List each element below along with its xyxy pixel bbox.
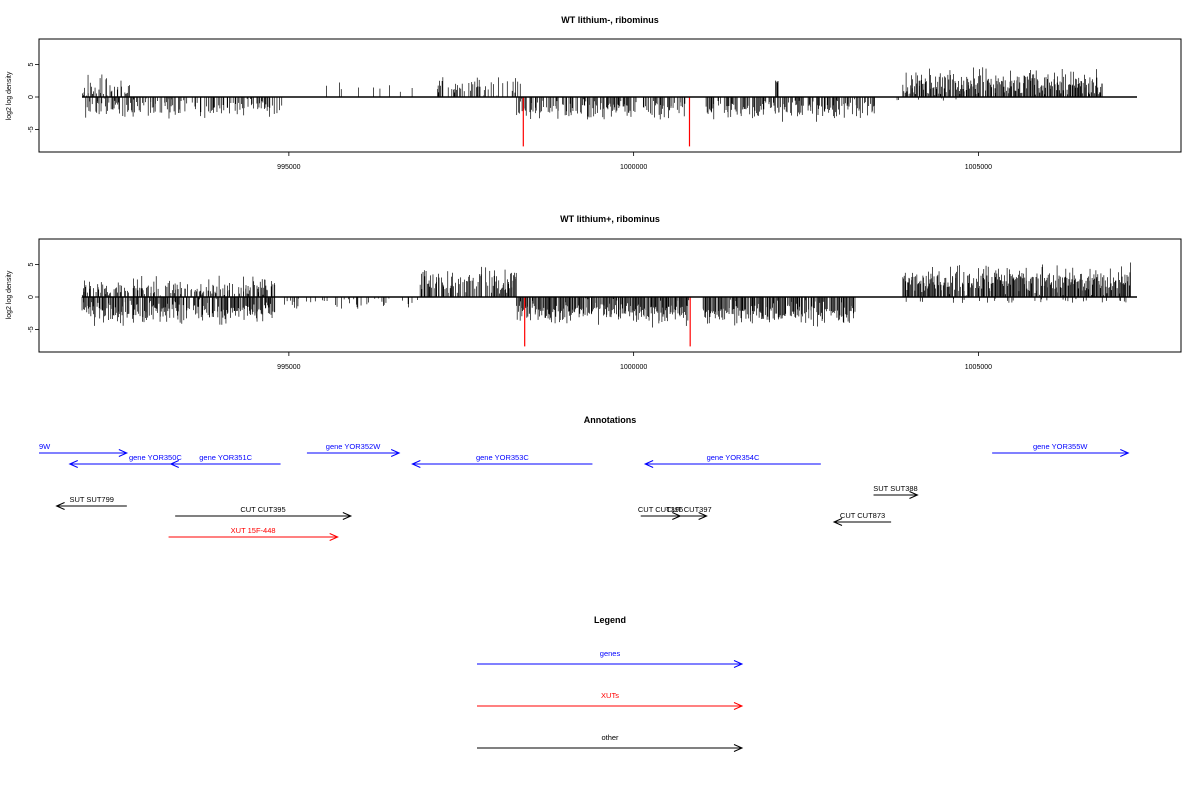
annotation-label: CUT CUT395	[240, 505, 285, 514]
annotations-panel: Annotations 9W gene YOR350C gene YOR351C ge…	[39, 415, 1130, 541]
annotation-label: gene YOR350C	[129, 453, 182, 462]
bars-group	[81, 262, 1137, 347]
annotation-label: CUT CUT396	[638, 505, 683, 514]
annotation-arrow	[643, 460, 821, 468]
x-tick-label: 1005000	[965, 364, 992, 371]
annotation-label: SUT SUT799	[69, 495, 113, 504]
ticks-group: 5 0 -5 995000 1000000 1005000	[28, 262, 992, 371]
annotation-label: CUT CUT397	[666, 505, 711, 514]
y-tick-label: -5	[28, 326, 35, 332]
plot-frame	[38, 38, 1182, 153]
plot-frame	[38, 238, 1182, 353]
annotation-label: SUT SUT388	[873, 484, 917, 493]
annotation-label: gene YOR353C	[476, 453, 529, 462]
annotation-label: gene YOR351C	[199, 453, 252, 462]
annotations-title: Annotations	[584, 415, 637, 425]
annotation-label: CUT CUT873	[840, 511, 885, 520]
y-axis-label: log2 log density	[6, 270, 13, 319]
y-tick-label: 5	[28, 262, 35, 266]
y-tick-label: -5	[28, 126, 35, 132]
annotation-arrow	[671, 512, 708, 520]
y-axis-label: log2 log density	[6, 71, 13, 120]
legend-title: Legend	[594, 615, 626, 625]
annotation-items: 9W gene YOR350C gene YOR351C gene YOR352W ge…	[39, 442, 1130, 541]
annotation-label: gene YOR352W	[326, 442, 381, 451]
annotation-label: gene YOR354C	[707, 453, 760, 462]
annotation-arrow	[55, 502, 127, 510]
legend-arrow	[477, 744, 744, 752]
annotation-arrow	[169, 460, 281, 468]
x-tick-label: 1000000	[620, 364, 647, 371]
legend-arrow	[477, 702, 744, 710]
annotation-arrow	[306, 449, 401, 457]
annotation-label: XUT 15F-448	[231, 526, 276, 535]
legend-label: other	[601, 733, 619, 742]
x-tick-label: 995000	[277, 364, 300, 371]
track-panel-lithium-minus: WT lithium-, ribominus log2 log density …	[6, 15, 1182, 171]
legend-label: genes	[600, 649, 621, 658]
annotation-label: gene YOR355W	[1033, 442, 1088, 451]
panel-title: WT lithium+, ribominus	[560, 214, 660, 224]
bars-group	[82, 67, 1137, 147]
annotation-arrow	[39, 449, 129, 457]
x-tick-label: 995000	[277, 164, 300, 171]
annotation-arrow	[411, 460, 593, 468]
legend-arrow	[477, 660, 744, 668]
track-panel-lithium-plus: WT lithium+, ribominus log2 log density …	[6, 214, 1182, 371]
y-tick-label: 5	[28, 62, 35, 66]
legend-panel: Legend genes XUTs other	[477, 615, 744, 752]
annotation-arrow	[175, 512, 353, 520]
panel-title: WT lithium-, ribominus	[561, 15, 659, 25]
annotation-arrow	[992, 449, 1130, 457]
x-tick-label: 1000000	[620, 164, 647, 171]
ticks-group: 5 0 -5 995000 1000000 1005000	[28, 62, 992, 171]
x-tick-label: 1005000	[965, 164, 992, 171]
annotation-arrow	[832, 518, 892, 526]
y-tick-label: 0	[28, 95, 35, 99]
annotation-arrow	[873, 491, 919, 499]
legend-items: genes XUTs other	[477, 649, 744, 752]
y-tick-label: 0	[28, 295, 35, 299]
annotation-arrow	[168, 533, 339, 541]
annotation-label: 9W	[39, 442, 51, 451]
legend-label: XUTs	[601, 691, 619, 700]
